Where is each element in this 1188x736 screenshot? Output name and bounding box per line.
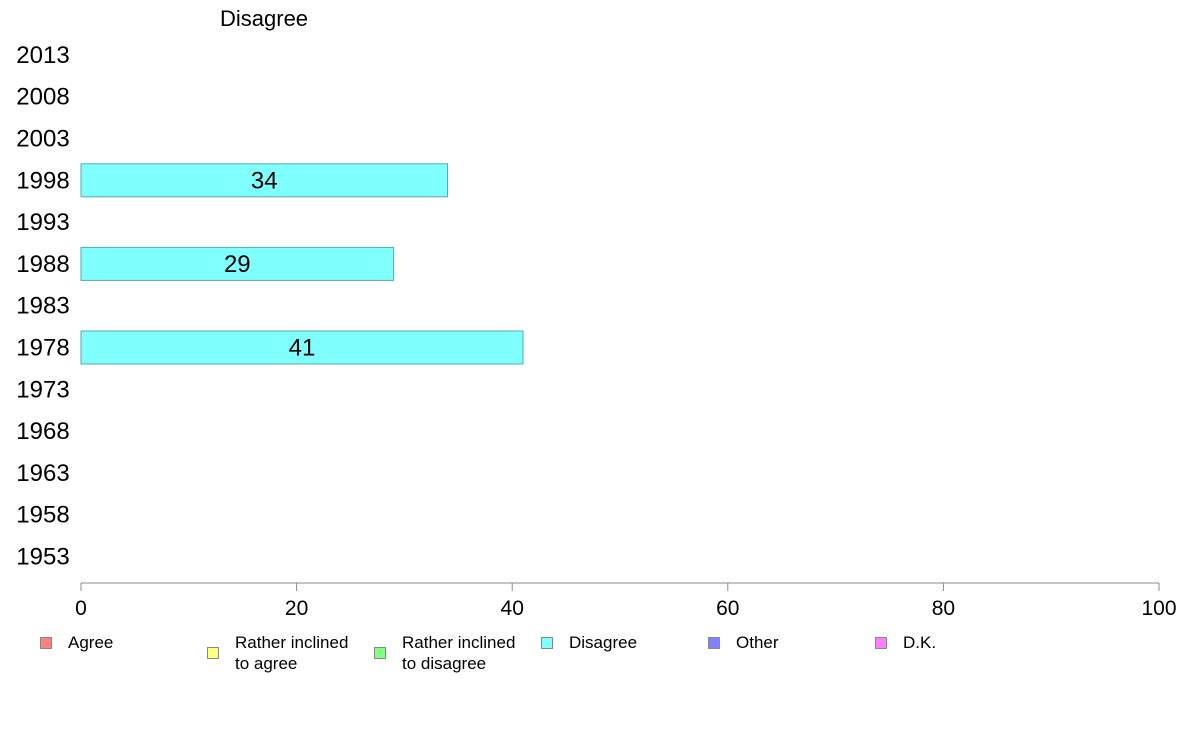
legend-swatch-other bbox=[708, 636, 720, 649]
data-label: 29 bbox=[224, 251, 251, 278]
category-label: 1963 bbox=[16, 460, 69, 487]
category-label: 1973 bbox=[16, 376, 69, 403]
x-tick-label: 40 bbox=[501, 597, 524, 620]
legend-label-dk: D.K. bbox=[903, 633, 937, 652]
legend-label-agree: Agree bbox=[68, 633, 114, 652]
legend-item-agree: Agree bbox=[40, 632, 113, 653]
x-tick-label: 80 bbox=[932, 597, 955, 620]
category-label: 1978 bbox=[16, 335, 69, 362]
category-label: 1958 bbox=[16, 502, 69, 529]
category-label: 1998 bbox=[16, 167, 69, 194]
category-label: 1988 bbox=[16, 251, 69, 278]
category-label: 1983 bbox=[16, 293, 69, 320]
legend-item-dk: D.K. bbox=[875, 632, 936, 653]
category-label: 1968 bbox=[16, 418, 69, 445]
legend-swatch-disagree bbox=[541, 636, 553, 649]
category-label: 2013 bbox=[16, 42, 69, 69]
category-label: 2003 bbox=[16, 126, 69, 153]
x-tick-label: 20 bbox=[285, 597, 308, 620]
category-label: 2008 bbox=[16, 84, 69, 111]
legend: Agree Rather inclined to agree Rather in… bbox=[0, 632, 1188, 692]
legend-label-other: Other bbox=[736, 633, 779, 652]
category-label: 1993 bbox=[16, 209, 69, 236]
x-tick-label: 0 bbox=[75, 597, 87, 620]
legend-label-rather-agree: Rather inclined to agree bbox=[235, 633, 349, 673]
legend-swatch-dk bbox=[875, 636, 887, 649]
bar bbox=[80, 246, 395, 281]
bar-chart: 2013 2008 2003 1998 34 1993 1988 29 1983 1978 41 19… bbox=[16, 42, 1176, 620]
legend-item-rather-disagree: Rather inclined to disagree bbox=[374, 632, 515, 674]
legend-item-other: Other bbox=[708, 632, 779, 653]
legend-label-rather-disagree: Rather inclined to disagree bbox=[402, 633, 516, 673]
panel-title: Disagree bbox=[220, 6, 309, 31]
bar bbox=[80, 330, 524, 365]
legend-item-disagree: Disagree bbox=[541, 632, 637, 653]
data-label: 41 bbox=[289, 335, 316, 362]
legend-item-rather-agree: Rather inclined to agree bbox=[207, 632, 348, 674]
x-tick-label: 100 bbox=[1141, 597, 1176, 620]
legend-label-disagree: Disagree bbox=[569, 633, 638, 652]
legend-swatch-rather-disagree bbox=[374, 647, 386, 659]
bar bbox=[80, 163, 449, 198]
legend-swatch-rather-agree bbox=[207, 647, 219, 659]
x-tick-label: 60 bbox=[716, 597, 739, 620]
data-label: 34 bbox=[251, 167, 278, 194]
legend-swatch-agree bbox=[40, 636, 52, 649]
category-label: 1953 bbox=[16, 544, 69, 571]
